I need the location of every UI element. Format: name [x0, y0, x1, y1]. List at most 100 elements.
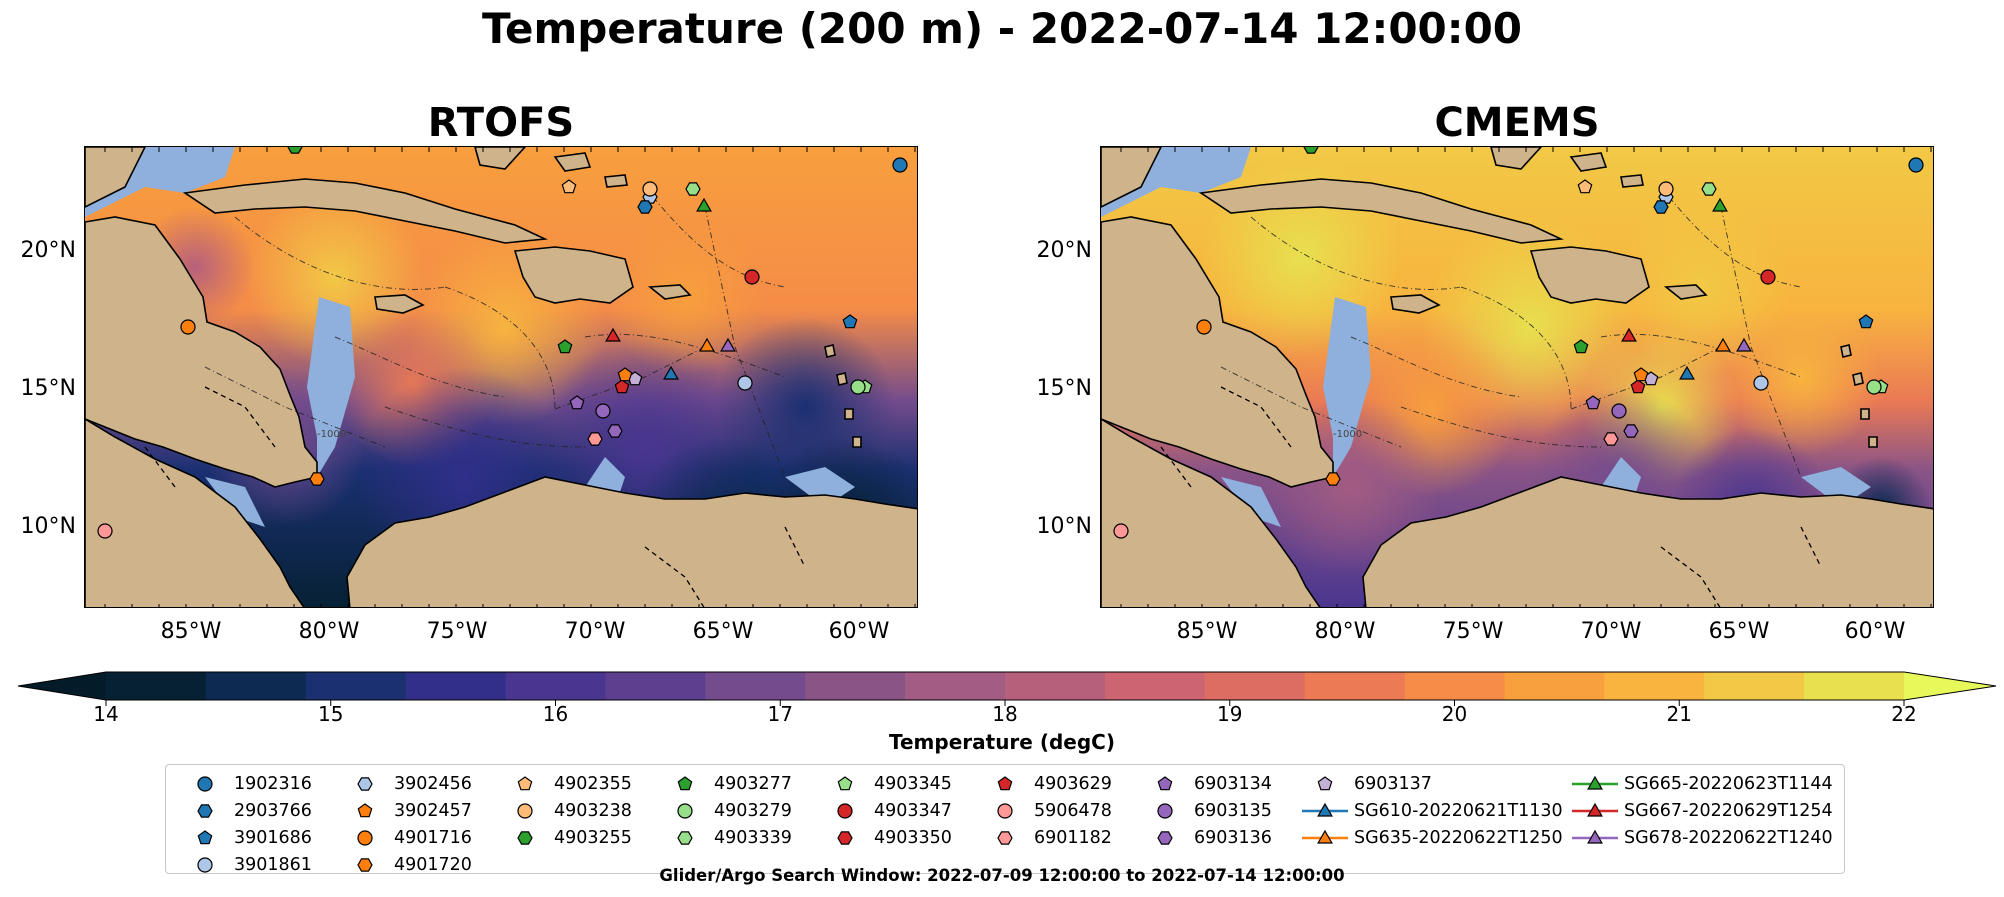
eez-boundary [1660, 186, 1802, 288]
country-border [644, 546, 705, 607]
landmass [85, 418, 305, 607]
country-border [1800, 526, 1822, 568]
marker-2903766 [1653, 200, 1669, 214]
marker-4902355 [561, 179, 577, 194]
isobath-label: -1000 [1333, 429, 1362, 440]
eez-boundary [584, 333, 786, 378]
landmass [513, 246, 634, 304]
glider-SG667 [1621, 327, 1637, 342]
legend-label: 4903345 [874, 774, 952, 794]
map-panel-cmems[interactable]: -1000 [1100, 146, 1934, 608]
hexagon-icon [197, 804, 213, 818]
colorbar-segment [1304, 672, 1406, 700]
legend-label: 3902457 [394, 801, 472, 821]
hexagon-icon [837, 831, 853, 845]
marker-4901716 [1196, 319, 1212, 335]
triangle-line-icon [1572, 775, 1618, 790]
glider-SG665 [1712, 197, 1728, 212]
landmass [1868, 436, 1878, 448]
colorbar-under-arrow [18, 672, 106, 700]
marker-4901720 [1325, 472, 1341, 486]
landmass [852, 436, 862, 448]
legend-label: 6903137 [1354, 774, 1432, 794]
glider-SG678 [1736, 337, 1752, 352]
pentagon-icon [997, 776, 1013, 791]
marker-6903135 [1611, 403, 1627, 419]
marker-5906478 [97, 523, 113, 539]
marker-3901861 [1753, 375, 1769, 391]
marker-4903238 [1658, 181, 1674, 197]
lon-label-85w: 85°W [160, 619, 222, 644]
lat-label-20n: 20°N [20, 238, 76, 263]
eez-boundary [1600, 333, 1802, 378]
eez-boundary [1350, 336, 1522, 398]
legend: 1902316 2903766 3901686 3901861 3902456 39024… [165, 764, 1845, 875]
legend-label: 6903134 [1194, 774, 1272, 794]
triangle-line-icon [1572, 802, 1618, 817]
pentagon-icon [517, 776, 533, 791]
colorbar-segment [106, 672, 207, 700]
glider-SG610 [663, 365, 679, 380]
colorbar-segment [1704, 672, 1805, 700]
landmass [844, 408, 854, 420]
marker-1902316 [892, 157, 908, 173]
colorbar-tick-label: 18 [992, 702, 1018, 726]
legend-label: SG665-20220623T1144 [1624, 774, 1833, 794]
colorbar-segment [805, 672, 906, 700]
legend-label: 1902316 [234, 774, 312, 794]
eez-boundary [554, 346, 706, 410]
legend-marker [197, 830, 213, 845]
lon-label-70w: 70°W [564, 619, 626, 644]
legend-label: SG678-20220622T1240 [1624, 828, 1833, 848]
colorbar-segment [1404, 672, 1505, 700]
colorbar-segment [905, 672, 1006, 700]
marker-6903135 [595, 403, 611, 419]
circle-icon [677, 803, 693, 819]
marker-3902457 [617, 367, 633, 382]
landmass [1860, 408, 1870, 420]
pentagon-icon [677, 776, 693, 791]
legend-label: 4902355 [554, 774, 632, 794]
colorbar-tick-label: 22 [1891, 702, 1917, 726]
legend-marker [677, 831, 693, 845]
legend-label: 3902456 [394, 774, 472, 794]
marker-4903279 [850, 379, 866, 395]
marker-4903255 [1303, 147, 1319, 154]
hexagon-icon [517, 831, 533, 845]
marker-4903255 [287, 147, 303, 154]
marker-4903339 [685, 182, 701, 196]
eez-boundary [444, 286, 556, 410]
marker-4902355 [1577, 179, 1593, 194]
marker-6903136 [607, 424, 623, 438]
eez-boundary [1570, 346, 1722, 410]
marker-4903277 [1573, 339, 1589, 354]
shelf-area [1221, 477, 1281, 527]
country-border [784, 526, 806, 568]
landmass [836, 372, 848, 386]
legend-marker [997, 776, 1013, 791]
colorbar-label: Temperature (degC) [889, 730, 1115, 754]
lon-label-75w: 75°W [426, 619, 488, 644]
country-border [1660, 546, 1721, 607]
hexagon-icon [357, 858, 373, 872]
map-panel-rtofs[interactable]: -1000 [84, 146, 918, 608]
legend-label: 4903347 [874, 801, 952, 821]
lon-label-65w: 65°W [692, 619, 754, 644]
legend-marker [1317, 776, 1333, 791]
legend-marker [1157, 776, 1173, 791]
legend-marker [1157, 831, 1173, 845]
legend-triangle [1587, 829, 1603, 844]
colorbar-segment [1204, 672, 1306, 700]
hexagon-icon [997, 831, 1013, 845]
colorbar [17, 671, 1997, 706]
landmass [1101, 216, 1334, 488]
landmass [1198, 178, 1564, 244]
landmass [85, 147, 146, 208]
legend-label: 3901686 [234, 828, 312, 848]
lon-label-70w: 70°W [1580, 619, 1642, 644]
legend-marker [517, 831, 533, 845]
eez-boundary [204, 366, 386, 448]
marker-3901686 [842, 314, 858, 329]
marker-4901716 [180, 319, 196, 335]
legend-label: 3901861 [234, 855, 312, 875]
